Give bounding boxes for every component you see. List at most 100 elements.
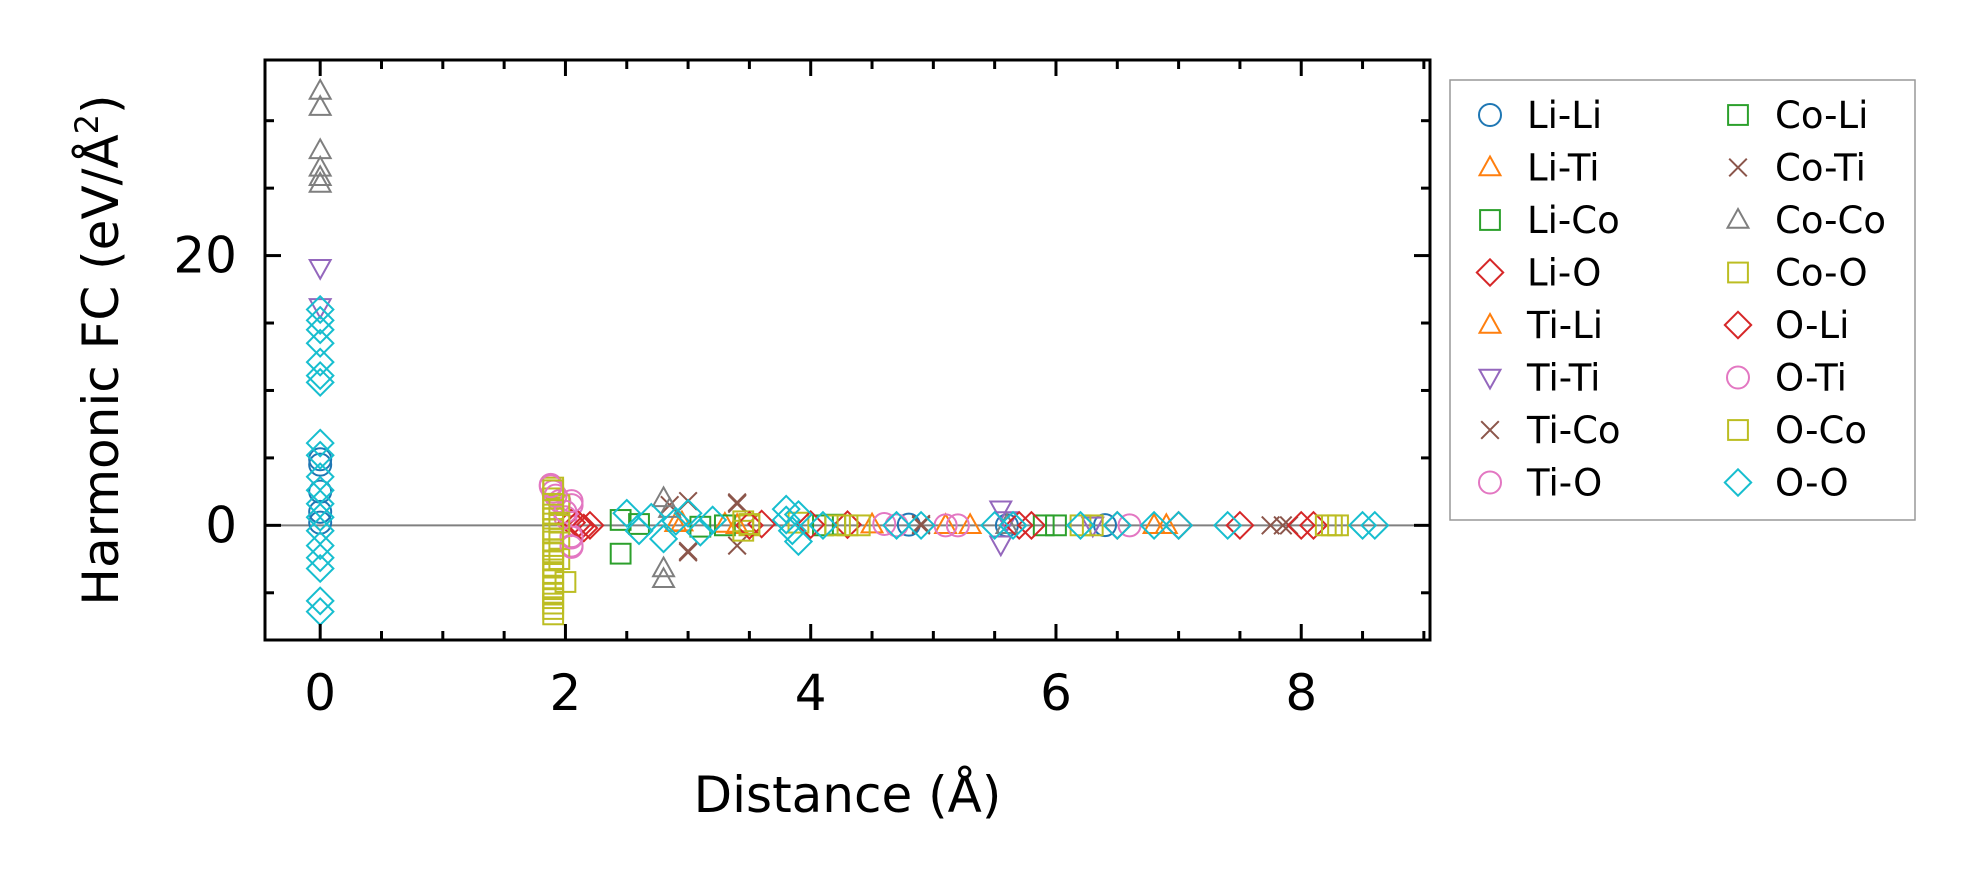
data-point <box>542 479 565 502</box>
data-point <box>796 510 826 540</box>
legend-label: Co-O <box>1775 252 1868 295</box>
series-co-co <box>308 77 1020 589</box>
data-point <box>933 512 958 535</box>
data-point <box>305 440 335 470</box>
data-point <box>612 498 642 528</box>
legend-marker <box>1479 209 1501 231</box>
data-point <box>308 94 333 116</box>
data-point <box>305 315 335 345</box>
series-o-ti <box>538 474 958 559</box>
legend-label: Co-Co <box>1775 199 1886 242</box>
legend-marker <box>1723 467 1753 498</box>
x-tick-label: 8 <box>1285 664 1317 722</box>
data-point <box>305 553 335 584</box>
data-point <box>308 259 333 281</box>
legend-marker <box>1480 420 1500 440</box>
data-point <box>824 514 847 537</box>
data-point <box>1347 510 1378 540</box>
series-co-li <box>609 509 1067 565</box>
data-point <box>548 511 571 534</box>
legend-marker <box>1727 419 1749 441</box>
data-point <box>308 154 333 177</box>
data-point <box>1004 510 1034 540</box>
data-point <box>305 530 335 561</box>
data-point <box>1213 510 1243 540</box>
data-point <box>998 510 1028 540</box>
data-point <box>988 535 1013 558</box>
data-point <box>651 555 676 578</box>
data-points <box>305 77 1390 627</box>
data-point <box>783 526 814 557</box>
data-point <box>678 541 698 561</box>
legend: Li-Li Li-Ti Li-Co Li-O Ti-Li Ti-Ti Ti-Co Ti-O Co… <box>1449 79 1916 521</box>
data-point <box>542 549 565 572</box>
data-point <box>1154 512 1179 535</box>
data-point <box>988 500 1013 523</box>
data-point <box>832 510 863 540</box>
plot-frame <box>263 58 1432 642</box>
legend-entry: Ti-O <box>1478 462 1602 505</box>
legend-marker <box>1477 154 1503 177</box>
data-point <box>1032 514 1055 537</box>
data-point <box>727 494 747 514</box>
legend-entry: Li-Ti <box>1477 147 1600 190</box>
data-point <box>1045 514 1067 537</box>
data-point <box>308 499 333 524</box>
y-tick-label: 0 <box>205 496 237 554</box>
x-tick-label: 6 <box>1040 664 1072 722</box>
data-point <box>305 328 335 358</box>
series-o-o <box>305 294 1390 627</box>
legend-entry: O-Co <box>1727 409 1867 452</box>
x-axis-label: Distance (Å) <box>694 766 1002 824</box>
data-point <box>1080 516 1105 539</box>
tick-labels: 0 2 4 6 8 0 20 <box>173 227 1317 722</box>
y-tick-label: 20 <box>173 227 237 285</box>
legend-entry: O-Ti <box>1726 357 1847 400</box>
data-point <box>957 512 983 535</box>
data-point <box>305 305 335 335</box>
data-point <box>859 511 885 534</box>
legend-label: Ti-Co <box>1526 409 1621 452</box>
legend-label: Co-Li <box>1775 94 1868 137</box>
data-point <box>712 510 738 533</box>
legend-entry: Co-O <box>1727 252 1868 295</box>
axis-ticks <box>265 60 1430 640</box>
data-point <box>308 171 333 193</box>
data-point <box>1139 510 1169 540</box>
data-point <box>308 298 333 320</box>
legend-entry: Li-O <box>1475 252 1601 295</box>
data-point <box>732 519 755 542</box>
legend-marker <box>1477 311 1503 334</box>
data-point <box>945 513 970 538</box>
data-point <box>727 536 747 556</box>
data-point <box>1065 510 1096 540</box>
legend-marker <box>1727 261 1749 284</box>
data-point <box>881 510 912 540</box>
data-point <box>559 525 584 550</box>
data-point <box>1286 510 1316 540</box>
data-point <box>542 598 565 620</box>
legend-label: Ti-O <box>1526 462 1602 505</box>
data-point <box>305 294 335 325</box>
legend-marker <box>1726 365 1750 390</box>
legend-label: O-Ti <box>1775 357 1847 400</box>
data-point <box>808 510 838 540</box>
data-point <box>1081 514 1104 537</box>
data-point <box>713 514 736 537</box>
legend-label: O-Co <box>1775 409 1867 452</box>
data-point <box>559 534 584 559</box>
series-o-co <box>542 479 1343 620</box>
data-point <box>1273 515 1293 535</box>
data-point <box>305 361 335 391</box>
data-point <box>771 505 801 535</box>
legend-label: Co-Ti <box>1775 147 1866 190</box>
legend-entry: Co-Co <box>1725 199 1886 242</box>
data-point <box>911 515 931 535</box>
series-li-li <box>308 447 1118 538</box>
data-point <box>724 512 750 535</box>
y-axis-label-superscript: 2 <box>68 114 106 134</box>
legend-entry: Co-Li <box>1727 94 1868 137</box>
data-point <box>1360 510 1390 540</box>
data-point <box>305 543 335 573</box>
